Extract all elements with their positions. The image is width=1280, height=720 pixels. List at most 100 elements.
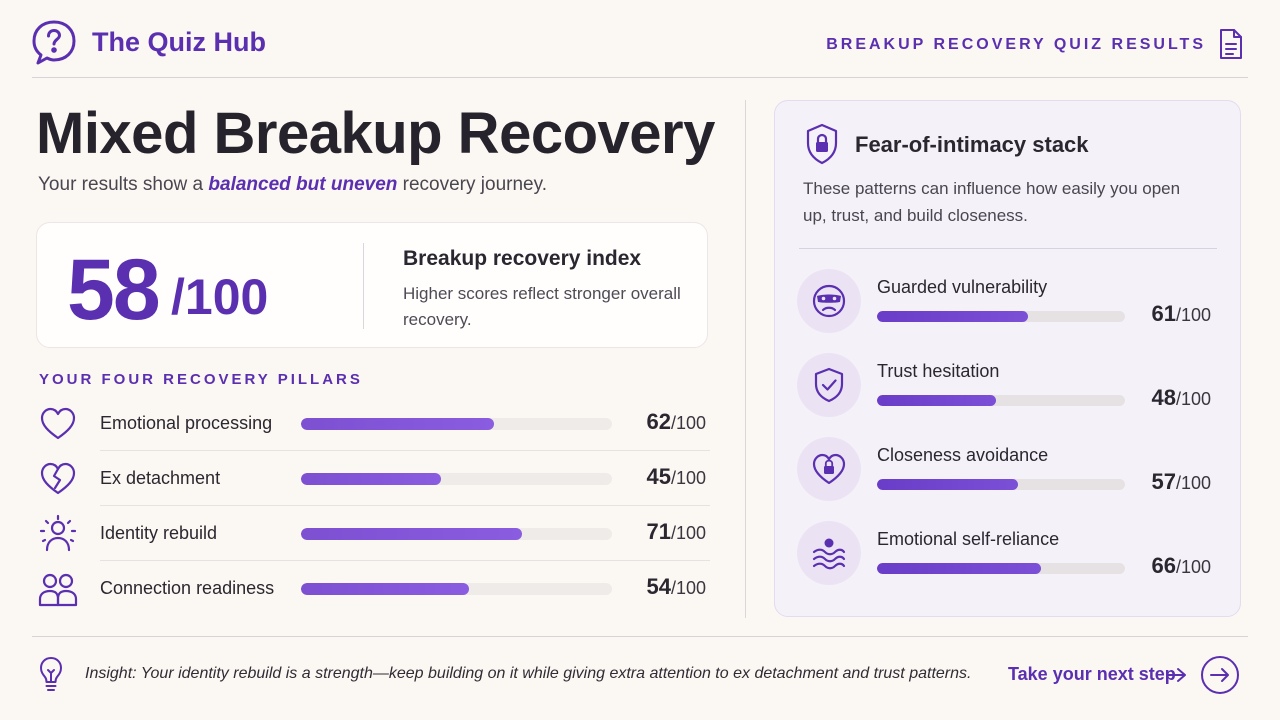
intimacy-item-closeness-avoidance: Closeness avoidance 57/100	[797, 437, 1217, 507]
next-step-link[interactable]: Take your next step	[1008, 664, 1176, 684]
intimacy-progress-fill	[877, 311, 1029, 322]
intimacy-progress-track	[877, 479, 1125, 490]
shield-lock-icon	[806, 123, 838, 165]
waves-icon	[812, 538, 846, 570]
index-description: Higher scores reflect stronger overall r…	[403, 284, 681, 329]
intimacy-score-value: 61	[1151, 301, 1176, 326]
intimacy-score-denominator: /100	[1175, 305, 1211, 325]
pillar-progress-track	[301, 473, 612, 485]
insight-text: Insight: Your identity rebuild is a stre…	[85, 665, 972, 682]
masked-face-icon	[812, 284, 846, 318]
index-title: Breakup recovery index	[403, 247, 642, 270]
pillar-label: Ex detachment	[100, 468, 221, 488]
arrow-right-icon[interactable]	[1166, 666, 1188, 684]
pillar-progress-track	[301, 418, 612, 430]
pillar-label: Emotional processing	[100, 413, 273, 433]
intimacy-icon-badge	[797, 269, 861, 333]
panel-divider	[799, 248, 1217, 249]
intimacy-icon-badge	[797, 353, 861, 417]
person-rays-icon	[39, 514, 77, 552]
pillar-progress-fill	[301, 528, 522, 540]
intimacy-progress-track	[877, 311, 1125, 322]
intimacy-score: 66/100	[1151, 553, 1211, 579]
pillar-score-denominator: /100	[670, 578, 706, 598]
intimacy-description: These patterns can influence how easily …	[803, 179, 1181, 225]
page-title: Mixed Breakup Recovery	[36, 101, 715, 166]
results-label: BREAKUP RECOVERY QUIZ RESULTS	[826, 36, 1206, 53]
pillar-progress-fill	[301, 473, 441, 485]
shield-check-icon	[814, 367, 844, 403]
score-card: 58 /100 Breakup recovery index Higher sc…	[36, 222, 708, 348]
intimacy-score-denominator: /100	[1175, 557, 1211, 577]
pillar-score-value: 45	[646, 464, 671, 489]
pillars-heading: YOUR FOUR RECOVERY PILLARS	[39, 371, 363, 388]
overall-score-denominator: /100	[171, 269, 269, 325]
pillar-score-value: 71	[646, 519, 671, 544]
document-icon[interactable]	[1218, 28, 1244, 60]
intimacy-progress-fill	[877, 563, 1041, 574]
pillar-score: 54/100	[646, 574, 706, 600]
pillar-progress-fill	[301, 418, 494, 430]
pillar-progress-track	[301, 583, 612, 595]
pillar-divider	[100, 505, 710, 506]
column-divider	[745, 100, 746, 618]
intimacy-score: 48/100	[1151, 385, 1211, 411]
lightbulb-icon	[40, 657, 62, 691]
pillar-label: Connection readiness	[100, 578, 275, 598]
header-divider	[32, 77, 1248, 78]
pillar-score: 45/100	[646, 464, 706, 490]
intimacy-score-denominator: /100	[1175, 389, 1211, 409]
pillar-score-value: 54	[646, 574, 671, 599]
pillar-divider	[100, 560, 710, 561]
pillar-score: 71/100	[646, 519, 706, 545]
pillar-divider	[100, 450, 710, 451]
brand-name[interactable]: The Quiz Hub	[92, 27, 266, 57]
intimacy-label: Closeness avoidance	[877, 445, 1049, 465]
pillar-score: 62/100	[646, 409, 706, 435]
intimacy-score-value: 66	[1151, 553, 1176, 578]
pillar-ex-detachment: Ex detachment 45/100	[36, 451, 710, 506]
pillar-identity-rebuild: Identity rebuild 71/100	[36, 506, 710, 561]
pillar-connection-readiness: Connection readiness 54/100	[36, 561, 710, 616]
footer-divider	[32, 636, 1248, 637]
question-bubble-icon[interactable]	[30, 18, 78, 66]
intimacy-progress-fill	[877, 479, 1019, 490]
subtitle-text-end: recovery journey.	[397, 174, 547, 195]
intimacy-icon-badge	[797, 437, 861, 501]
intimacy-label: Trust hesitation	[877, 361, 1000, 381]
intimacy-title: Fear-of-intimacy stack	[855, 132, 1089, 157]
pillar-score-denominator: /100	[670, 468, 706, 488]
intimacy-score: 61/100	[1151, 301, 1211, 327]
intimacy-score: 57/100	[1151, 469, 1211, 495]
intimacy-label: Guarded vulnerability	[877, 277, 1048, 297]
subtitle-text-start: Your results show a	[38, 174, 209, 195]
intimacy-score-denominator: /100	[1175, 473, 1211, 493]
heart-lock-icon	[812, 453, 846, 485]
page-subtitle: Your results show a balanced but uneven …	[38, 174, 547, 196]
intimacy-score-value: 57	[1151, 469, 1176, 494]
pillar-score-denominator: /100	[670, 413, 706, 433]
pillar-score-denominator: /100	[670, 523, 706, 543]
pillar-progress-fill	[301, 583, 469, 595]
people-icon	[38, 573, 78, 607]
intimacy-progress-track	[877, 563, 1125, 574]
intimacy-score-value: 48	[1151, 385, 1176, 410]
pillar-progress-track	[301, 528, 612, 540]
intimacy-item-emotional-self-reliance: Emotional self-reliance 66/100	[797, 521, 1217, 591]
pillar-score-value: 62	[646, 409, 671, 434]
subtitle-emphasis: balanced but uneven	[208, 174, 398, 195]
intimacy-panel: Fear-of-intimacy stack These patterns ca…	[774, 100, 1241, 617]
intimacy-item-trust-hesitation: Trust hesitation 48/100	[797, 353, 1217, 423]
heart-icon	[40, 407, 76, 440]
intimacy-progress-track	[877, 395, 1125, 406]
intimacy-icon-badge	[797, 521, 861, 585]
intimacy-progress-fill	[877, 395, 997, 406]
pillar-label: Identity rebuild	[100, 523, 218, 543]
broken-heart-icon	[40, 462, 76, 495]
intimacy-label: Emotional self-reliance	[877, 529, 1060, 549]
overall-score: 58	[67, 242, 161, 338]
header: The Quiz Hub BREAKUP RECOVERY QUIZ RESUL…	[0, 0, 1280, 78]
intimacy-item-guarded-vulnerability: Guarded vulnerability 61/100	[797, 269, 1217, 339]
next-step-button[interactable]	[1200, 655, 1240, 695]
pillar-emotional-processing: Emotional processing 62/100	[36, 396, 710, 451]
